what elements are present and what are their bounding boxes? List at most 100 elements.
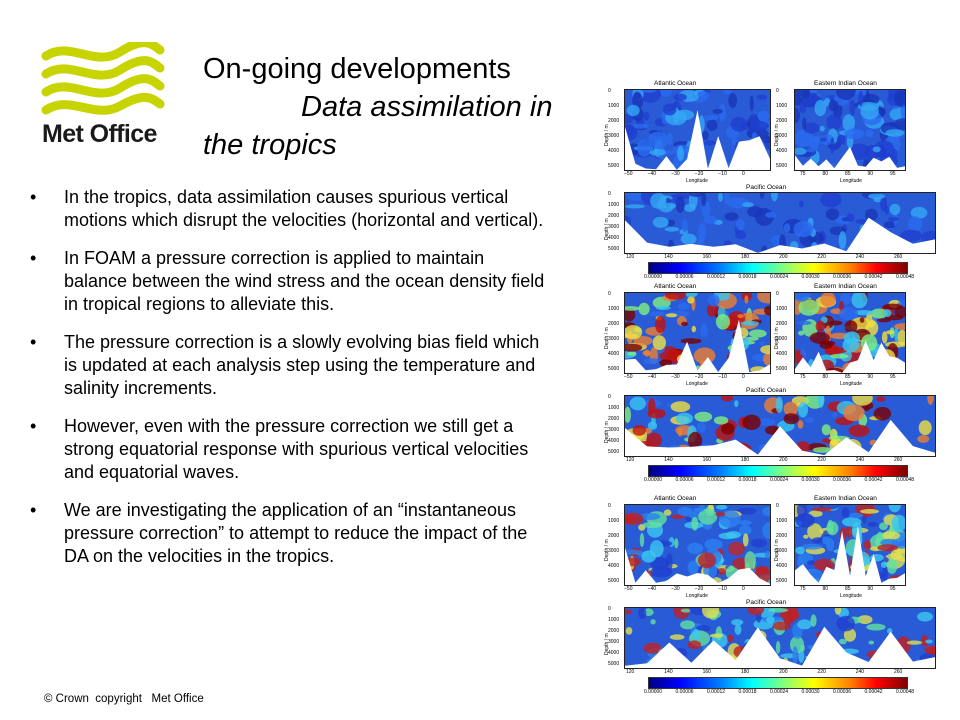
field-blob	[676, 412, 693, 425]
colorbar-tick: 0.00042	[864, 689, 883, 695]
indian-tick: 85	[845, 586, 851, 592]
indian-tick: 90	[867, 171, 874, 177]
field-blob	[795, 147, 807, 155]
pacific-tick: 160	[702, 669, 711, 675]
colorbar-tick: 0.00000	[644, 274, 663, 280]
indian-tick: 75	[800, 374, 806, 380]
pacific-title: Pacific Ocean	[746, 599, 787, 606]
field-blob	[648, 311, 666, 317]
field-blob	[687, 560, 699, 575]
field-blob	[673, 93, 687, 101]
met-office-logo: Met Office	[40, 42, 166, 162]
field-blob	[814, 99, 827, 117]
colorbar-tick: 0.00024	[770, 477, 789, 483]
bullet-item: • However, even with the pressure correct…	[30, 415, 550, 484]
indian-tick: 90	[867, 374, 874, 380]
field-blob	[687, 542, 704, 555]
pacific-title: Pacific Ocean	[746, 184, 787, 191]
atlantic-panel	[624, 89, 771, 171]
pacific-tick: 260	[894, 457, 903, 463]
field-blob	[851, 293, 868, 309]
field-blob	[851, 522, 863, 539]
depth-tick: 0	[608, 88, 611, 94]
field-blob	[718, 532, 737, 540]
field-blob	[793, 221, 814, 238]
field-blob	[886, 558, 898, 574]
field-blob	[795, 94, 802, 106]
field-blob	[734, 400, 739, 408]
field-blob	[795, 546, 805, 555]
field-blob	[687, 296, 695, 304]
field-blob	[650, 557, 670, 570]
depth-tick: 2000	[608, 118, 620, 124]
depth-tick: 2000	[608, 416, 620, 422]
field-blob	[716, 505, 728, 510]
depth-tick: 4000	[776, 563, 788, 569]
field-blob	[848, 424, 870, 437]
depth-tick: 1000	[776, 306, 788, 312]
field-blob	[659, 359, 673, 367]
field-blob	[906, 640, 923, 645]
field-blob	[852, 396, 873, 406]
field-blob	[629, 396, 646, 411]
field-blob	[643, 642, 662, 654]
field-blob	[709, 633, 724, 638]
field-blob	[702, 130, 709, 141]
field-blob	[820, 134, 834, 145]
depth-tick: 0	[608, 394, 611, 400]
field-blob	[682, 219, 688, 233]
logo-text: Met Office	[42, 120, 157, 148]
indian-panel-field	[795, 293, 905, 373]
pacific-tick: 220	[817, 669, 826, 675]
field-blob	[727, 634, 734, 643]
depth-tick: 4000	[608, 351, 620, 357]
field-blob	[830, 137, 835, 154]
seabed-mask	[795, 147, 905, 170]
field-blob	[742, 533, 749, 547]
field-blob	[759, 341, 765, 346]
field-blob	[812, 447, 834, 453]
field-blob	[834, 608, 842, 615]
colorbar-tick: 0.00018	[738, 477, 757, 483]
pacific-panel	[624, 395, 936, 457]
field-blob	[736, 507, 757, 515]
indian-title: Eastern Indian Ocean	[814, 283, 877, 290]
atlantic-tick: 0	[742, 586, 745, 592]
indian-tick: 75	[800, 171, 806, 177]
pacific-tick: 200	[779, 254, 788, 260]
field-blob	[811, 537, 825, 544]
copyright-footer: © Crown copyright Met Office	[44, 693, 204, 705]
longitude-label: Longitude	[686, 593, 708, 599]
field-blob	[744, 295, 749, 304]
field-blob	[917, 611, 933, 622]
longitude-label: Longitude	[840, 178, 862, 184]
field-blob	[647, 421, 658, 430]
indian-panel	[794, 89, 906, 171]
atlantic-tick: −10	[718, 171, 727, 177]
logo-waves-icon	[41, 42, 165, 115]
field-blob	[640, 90, 661, 103]
field-blob	[703, 215, 717, 225]
field-blob	[775, 396, 783, 414]
atlantic-tick: −50	[624, 586, 633, 592]
atlantic-panel-field	[625, 293, 770, 373]
field-blob	[783, 401, 798, 417]
field-blob	[800, 644, 805, 652]
field-blob	[632, 425, 646, 436]
field-blob	[891, 514, 905, 532]
pacific-tick: 240	[855, 669, 865, 675]
field-blob	[841, 507, 850, 518]
field-blob	[838, 231, 847, 249]
title-line-1: On-going developments	[203, 53, 511, 85]
colorbar-tick: 0.00006	[675, 477, 694, 483]
field-blob	[844, 320, 858, 334]
seabed-mask	[795, 525, 905, 585]
field-blob	[718, 193, 723, 202]
atlantic-tick: −40	[647, 374, 657, 380]
indian-tick: 75	[800, 586, 806, 592]
field-blob	[665, 313, 678, 318]
field-blob	[795, 107, 800, 124]
field-blob	[642, 521, 663, 529]
depth-tick: 4000	[608, 563, 620, 569]
pacific-panel-field	[625, 396, 935, 456]
